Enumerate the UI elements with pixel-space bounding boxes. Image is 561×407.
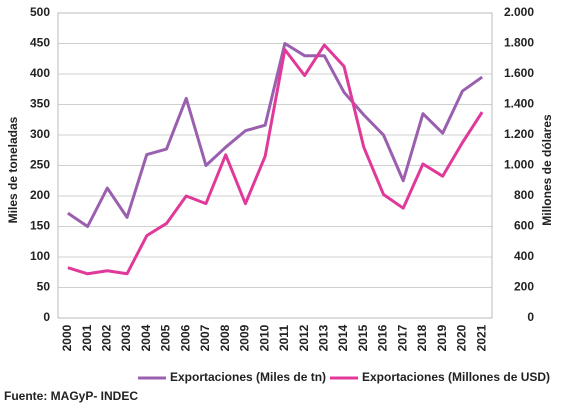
x-tick-label: 2018 xyxy=(415,324,429,351)
y-tick-label: 250 xyxy=(30,158,50,172)
y-tick-label: 400 xyxy=(30,66,50,80)
y2-tick-label: 1.600 xyxy=(504,66,534,80)
x-tick-label: 2002 xyxy=(99,324,113,351)
y-tick-label: 500 xyxy=(30,5,50,19)
y-tick-label: 50 xyxy=(37,280,51,294)
x-tick-label: 2016 xyxy=(376,324,390,351)
legend-label: Exportaciones (Miles de tn) xyxy=(170,370,326,384)
y2-tick-label: 1.000 xyxy=(504,158,534,172)
x-tick-label: 2019 xyxy=(435,324,449,351)
x-tick-label: 2021 xyxy=(474,324,488,351)
y2-tick-label: 0 xyxy=(527,310,534,324)
y2-tick-label: 800 xyxy=(514,188,534,202)
y-axis-label: Miles de toneladas xyxy=(6,116,20,223)
x-tick-label: 2001 xyxy=(80,324,94,351)
x-tick-label: 2005 xyxy=(159,324,173,351)
x-tick-label: 2015 xyxy=(356,324,370,351)
x-tick-label: 2006 xyxy=(178,324,192,351)
y2-tick-label: 2.000 xyxy=(504,5,534,19)
x-tick-label: 2004 xyxy=(139,324,153,351)
legend-label: Exportaciones (Millones de USD) xyxy=(362,370,550,384)
series-line xyxy=(67,42,484,228)
plot-frame xyxy=(57,12,493,319)
y-tick-label: 300 xyxy=(30,127,50,141)
y2-tick-label: 600 xyxy=(514,219,534,233)
x-tick-label: 2008 xyxy=(218,324,232,351)
y2-tick-label: 200 xyxy=(514,280,534,294)
x-tick-label: 2014 xyxy=(336,324,350,351)
x-tick-label: 2020 xyxy=(455,324,469,351)
y2-axis-label: Millones de dólares xyxy=(540,114,554,226)
y-tick-label: 100 xyxy=(30,249,50,263)
x-tick-label: 2017 xyxy=(395,324,409,351)
y-tick-label: 200 xyxy=(30,188,50,202)
y2-tick-label: 1.400 xyxy=(504,97,534,111)
x-tick-label: 2007 xyxy=(198,324,212,351)
x-tick-label: 2012 xyxy=(297,324,311,351)
x-tick-label: 2009 xyxy=(238,324,252,351)
y-tick-label: 0 xyxy=(43,310,50,324)
source: Fuente: MAGyP- INDEC xyxy=(4,389,138,403)
y2-tick-label: 1.800 xyxy=(504,36,534,50)
x-tick-label: 2000 xyxy=(60,324,74,351)
x-tick-label: 2011 xyxy=(277,325,291,351)
x-tick-label: 2003 xyxy=(119,324,133,351)
y2-tick-label: 400 xyxy=(514,249,534,263)
x-tick-label: 2013 xyxy=(316,324,330,351)
series-line xyxy=(67,43,484,276)
x-tick-label: 2010 xyxy=(257,324,271,351)
y-tick-label: 150 xyxy=(30,219,50,233)
y-tick-label: 350 xyxy=(30,97,50,111)
y-tick-label: 450 xyxy=(30,36,50,50)
y2-tick-label: 1.200 xyxy=(504,127,534,141)
